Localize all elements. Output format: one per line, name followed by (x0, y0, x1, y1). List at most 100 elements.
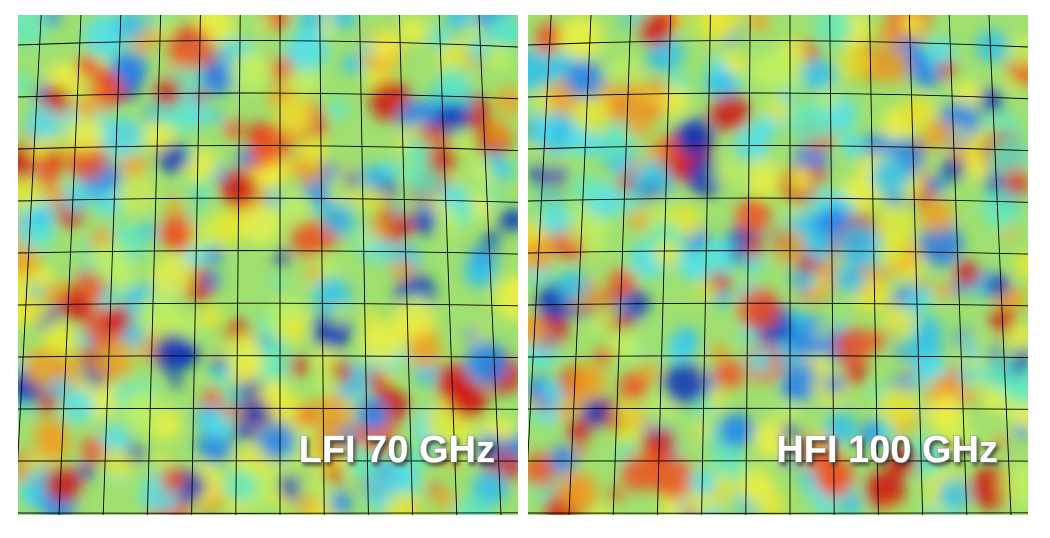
blob (903, 95, 936, 129)
blob (647, 446, 665, 464)
blob (739, 325, 758, 343)
blob (697, 279, 718, 300)
meridian (478, 15, 502, 515)
blob (18, 72, 31, 95)
meridian (908, 15, 924, 515)
blob (111, 50, 148, 88)
blob (710, 343, 729, 362)
blob (528, 48, 551, 91)
blob (823, 411, 858, 445)
blob (538, 21, 561, 44)
blob (983, 388, 1008, 413)
blob (753, 115, 777, 138)
meridian (235, 15, 241, 515)
blob (870, 156, 909, 196)
blob (362, 187, 388, 213)
blob (44, 465, 82, 503)
blob (814, 15, 853, 46)
parallel (528, 250, 1028, 255)
blob (638, 15, 673, 47)
blob (408, 333, 443, 368)
blob (381, 369, 395, 382)
blob (122, 389, 165, 432)
blob (236, 148, 255, 168)
blob (817, 87, 840, 110)
blob (894, 343, 907, 357)
blob (59, 181, 91, 213)
blob (713, 289, 732, 308)
blob (414, 361, 439, 386)
blob (913, 316, 943, 347)
blob (504, 433, 518, 460)
blob (618, 372, 648, 402)
blob (738, 288, 781, 331)
blob (621, 453, 659, 492)
blob (619, 15, 633, 27)
blob (926, 395, 964, 433)
blob (681, 507, 697, 515)
blob (117, 175, 157, 214)
blob (640, 194, 672, 225)
blob (359, 231, 377, 249)
blob (114, 15, 147, 41)
blob (400, 16, 427, 44)
blob (219, 338, 246, 365)
parallel (18, 197, 518, 203)
blob (485, 188, 502, 205)
blob (324, 466, 344, 485)
blob (789, 309, 810, 330)
blob (392, 204, 405, 217)
blob (488, 15, 518, 46)
blob (463, 255, 497, 288)
blob (730, 52, 745, 67)
blob (199, 304, 224, 329)
blob (218, 168, 257, 207)
blob (355, 396, 388, 429)
blob (360, 164, 384, 188)
blob (34, 417, 68, 451)
blob (315, 369, 340, 394)
blob (557, 472, 599, 513)
blob (298, 15, 326, 33)
blob (875, 206, 914, 246)
blob (781, 362, 821, 402)
blob (581, 397, 610, 426)
blob (18, 145, 36, 181)
blob (528, 117, 553, 142)
blob (838, 492, 863, 515)
blob (592, 504, 611, 515)
parallel (528, 355, 1028, 359)
meridian (398, 15, 414, 515)
blob (495, 86, 518, 115)
blob (152, 452, 171, 471)
blob (274, 250, 290, 266)
blob (899, 15, 924, 36)
blob (435, 66, 473, 104)
blob (486, 120, 511, 145)
blob (144, 15, 162, 30)
blob (308, 502, 335, 515)
blob (104, 448, 136, 480)
blob (101, 115, 143, 158)
blob (1009, 33, 1028, 67)
blob (75, 96, 99, 120)
parallel (18, 250, 518, 255)
blob (934, 281, 953, 300)
blob (203, 410, 232, 440)
blob (219, 384, 243, 407)
blob (322, 202, 356, 236)
blob (314, 347, 336, 368)
blob (419, 203, 432, 216)
blob (1004, 287, 1028, 311)
blob (144, 120, 175, 152)
meridian (359, 15, 369, 515)
blob (342, 53, 364, 75)
meridian (948, 15, 968, 515)
blob (429, 133, 444, 148)
blob (102, 305, 132, 334)
meridian (1029, 15, 1050, 515)
blob (328, 490, 353, 515)
meridian (829, 15, 835, 515)
